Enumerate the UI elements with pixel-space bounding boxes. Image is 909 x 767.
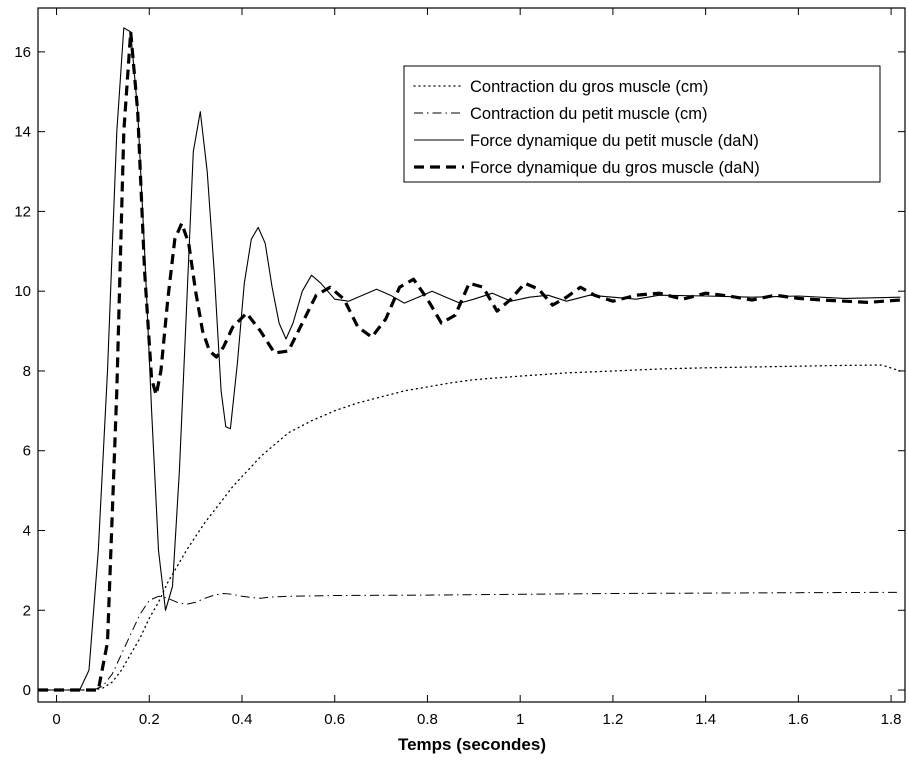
series-layer <box>38 27 902 692</box>
legend-items: Contraction du gros muscle (cm) Contracti… <box>413 78 760 177</box>
y-tick-label: 14 <box>14 124 31 141</box>
legend-label-0: Contraction du gros muscle (cm) <box>470 78 708 96</box>
legend-box <box>403 65 881 183</box>
ticks-layer: 0 0.2 0.4 0.6 0.8 1 1.2 1.4 1.6 1.8 0 2 4 6 8 10 12 14 16 <box>14 8 905 728</box>
series-line-0 <box>38 364 902 691</box>
y-tick-label: 2 <box>23 602 31 619</box>
x-tick-label: 0.2 <box>139 711 160 728</box>
x-tick-label: 1.6 <box>788 711 809 728</box>
series-line-1 <box>38 591 901 691</box>
series-line-3 <box>38 30 901 692</box>
series-line-2 <box>38 27 901 691</box>
y-tick-label: 0 <box>23 682 31 699</box>
legend-label-2: Force dynamique du petit muscle (daN) <box>470 132 759 150</box>
legend-label-3: Force dynamique du gros muscle (daN) <box>470 159 760 177</box>
x-tick-label: 0.6 <box>324 711 345 728</box>
x-tick-label: 1.2 <box>602 711 623 728</box>
x-tick-label: 0 <box>52 711 60 728</box>
legend: Contraction du gros muscle (cm) Contracti… <box>403 65 881 183</box>
plot-frame <box>37 7 906 703</box>
legend-label-1: Contraction du petit muscle (cm) <box>470 105 708 123</box>
y-tick-label: 6 <box>23 443 31 460</box>
x-tick-label: 1.4 <box>695 711 716 728</box>
y-tick-label: 4 <box>23 522 31 539</box>
y-tick-label: 12 <box>14 203 31 220</box>
x-axis-title: Temps (secondes) <box>398 735 546 754</box>
x-tick-label: 0.4 <box>232 711 253 728</box>
y-tick-label: 16 <box>14 44 31 61</box>
y-tick-label: 10 <box>14 283 31 300</box>
x-tick-label: 0.8 <box>417 711 438 728</box>
x-tick-label: 1 <box>516 711 524 728</box>
x-tick-label: 1.8 <box>881 711 902 728</box>
y-tick-label: 8 <box>23 363 31 380</box>
